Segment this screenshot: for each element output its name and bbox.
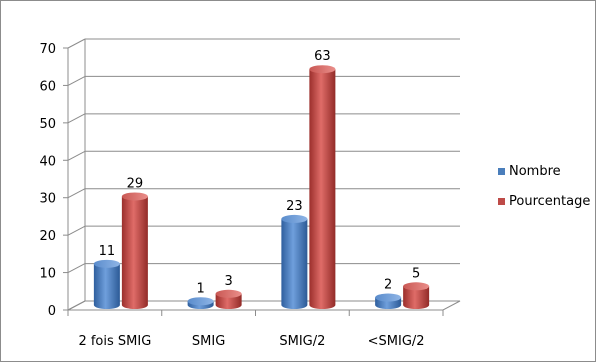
bar-cap	[121, 192, 148, 201]
gridline-side	[67, 188, 86, 199]
gridline-side	[67, 150, 86, 161]
data-label: 3	[224, 274, 232, 289]
y-tick-label: 50	[39, 117, 56, 132]
data-label: 11	[99, 244, 116, 259]
bar-nombre	[93, 259, 120, 309]
y-tick-label: 20	[39, 229, 56, 244]
y-tick-label: 70	[39, 42, 56, 57]
data-label: 23	[286, 199, 303, 214]
bar-body	[309, 69, 336, 309]
legend: Nombre Pourcentage	[498, 164, 590, 209]
bar-body	[215, 293, 242, 309]
bar-cap	[309, 65, 336, 74]
legend-label: Nombre	[509, 164, 561, 179]
bar-body	[121, 196, 148, 309]
x-category-label: 2 fois SMIG	[78, 334, 151, 349]
y-tick-label: 0	[48, 304, 56, 319]
legend-label: Pourcentage	[509, 194, 590, 209]
bar-body	[403, 286, 430, 309]
legend-swatch	[498, 168, 505, 175]
gridline-side	[67, 263, 86, 274]
bar-cap	[215, 289, 242, 298]
data-label: 63	[314, 49, 331, 64]
data-label: 29	[127, 176, 144, 191]
bar-cap	[187, 297, 214, 306]
y-tick-label: 40	[39, 154, 56, 169]
data-label: 1	[196, 281, 204, 296]
x-category-label: <SMIG/2	[368, 334, 425, 349]
bar-body	[281, 218, 308, 309]
bar-pourcentage	[215, 289, 242, 309]
x-category-label: SMIG	[192, 334, 225, 349]
bar-nombre	[375, 293, 402, 309]
y-tick-label: 60	[39, 79, 56, 94]
gridline-side	[67, 75, 86, 86]
bar-pourcentage	[121, 192, 148, 309]
bar-cap	[375, 293, 402, 302]
bar-cap	[403, 282, 430, 291]
axis-layer: 0 10 20 30 40 50 60 70 2 fois SMIG SMIG SMIG/2 <SMI…	[39, 42, 444, 349]
y-tick-label: 10	[39, 267, 56, 282]
bar-cap	[281, 214, 308, 223]
bar-nombre	[281, 214, 308, 309]
grid-layer	[67, 38, 461, 311]
bar-body	[93, 263, 120, 309]
y-tick-label: 30	[39, 192, 56, 207]
bar-cap	[93, 259, 120, 268]
legend-swatch	[498, 198, 505, 205]
gridline-side	[67, 113, 86, 124]
labels-layer: 11 29 1 3 23 63 2 5	[99, 49, 421, 296]
x-category-label: SMIG/2	[279, 334, 325, 349]
data-label: 5	[412, 266, 420, 281]
bar-nombre	[187, 297, 214, 309]
bars-layer	[93, 65, 430, 309]
gridline-side	[67, 38, 86, 49]
bar-pourcentage	[403, 282, 430, 309]
bar-pourcentage	[309, 65, 336, 309]
gridline-side	[67, 225, 86, 236]
data-label: 2	[384, 278, 392, 293]
gridline-side	[67, 300, 86, 311]
